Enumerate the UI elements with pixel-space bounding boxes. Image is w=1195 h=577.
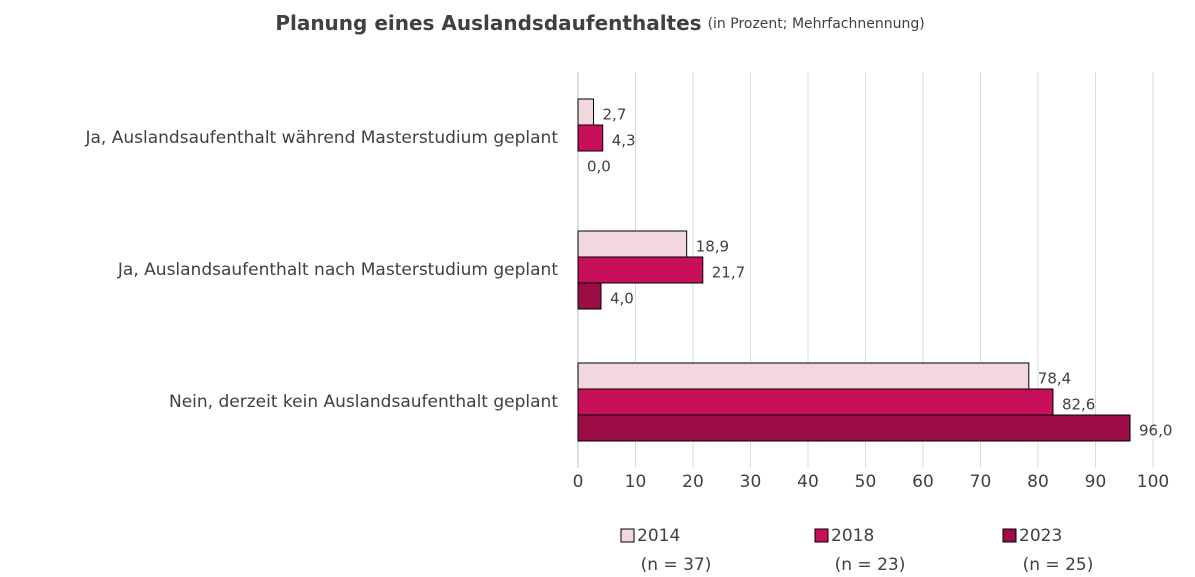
value-label: 78,4 bbox=[1038, 370, 1071, 388]
x-tick-label: 40 bbox=[797, 472, 819, 492]
x-tick-label: 50 bbox=[855, 472, 877, 492]
value-label: 4,0 bbox=[610, 290, 634, 308]
bar bbox=[577, 256, 704, 284]
value-label: 82,6 bbox=[1062, 396, 1095, 414]
y-tick-label: Ja, Auslandsaufenthalt nach Masterstudiu… bbox=[117, 260, 558, 280]
legend-label: 2014 bbox=[637, 526, 680, 546]
legend-swatch bbox=[814, 528, 829, 543]
legend-sample: (n = 23) bbox=[835, 555, 906, 575]
value-label: 18,9 bbox=[696, 238, 729, 256]
bar bbox=[577, 282, 602, 310]
x-tick-label: 20 bbox=[682, 472, 704, 492]
y-tick-label: Nein, derzeit kein Auslandsaufenthalt ge… bbox=[169, 392, 558, 412]
bar bbox=[577, 98, 595, 126]
x-tick-label: 100 bbox=[1137, 472, 1169, 492]
x-tick-label: 70 bbox=[970, 472, 992, 492]
bar bbox=[577, 388, 1054, 416]
x-tick-label: 60 bbox=[912, 472, 934, 492]
bar bbox=[577, 414, 1131, 442]
value-label: 21,7 bbox=[712, 264, 745, 282]
bar bbox=[577, 124, 604, 152]
x-tick-label: 80 bbox=[1027, 472, 1049, 492]
bar bbox=[577, 230, 688, 258]
x-tick-label: 30 bbox=[740, 472, 762, 492]
legend-sample: (n = 37) bbox=[641, 555, 712, 575]
x-tick-label: 10 bbox=[625, 472, 647, 492]
value-label: 0,0 bbox=[587, 158, 611, 176]
y-tick-label: Ja, Auslandsaufenthalt während Masterstu… bbox=[85, 128, 559, 148]
legend-swatch bbox=[620, 528, 635, 543]
legend-swatch bbox=[1002, 528, 1017, 543]
value-label: 4,3 bbox=[612, 132, 636, 150]
bar bbox=[577, 362, 1030, 390]
chart-title: Planung eines Auslandsdaufenthaltes (in P… bbox=[275, 11, 924, 35]
value-label: 96,0 bbox=[1139, 422, 1172, 440]
subtitle: (in Prozent; Mehrfachnennung) bbox=[708, 16, 925, 32]
title: Planung eines Auslandsdaufenthaltes bbox=[275, 11, 701, 35]
x-tick-label: 0 bbox=[573, 472, 584, 492]
x-tick-label: 90 bbox=[1085, 472, 1107, 492]
legend-label: 2023 bbox=[1019, 526, 1062, 546]
legend-label: 2018 bbox=[831, 526, 874, 546]
legend-sample: (n = 25) bbox=[1023, 555, 1094, 575]
value-label: 2,7 bbox=[603, 106, 627, 124]
